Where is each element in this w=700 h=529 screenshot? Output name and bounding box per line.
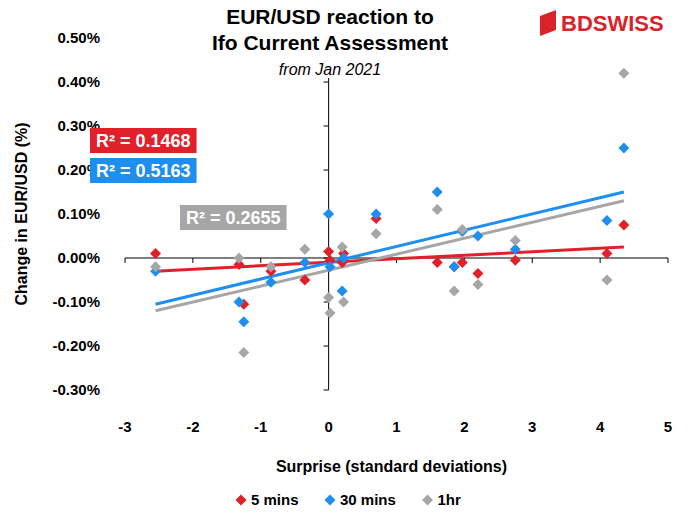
point	[601, 275, 612, 286]
point	[324, 261, 335, 272]
point	[472, 268, 483, 279]
point	[371, 228, 382, 239]
point	[265, 277, 276, 288]
y-tick	[324, 170, 329, 171]
point	[150, 248, 161, 259]
y-tick	[324, 126, 329, 127]
x-tick	[668, 258, 669, 263]
y-tick	[324, 82, 329, 83]
point	[238, 316, 249, 327]
title: Ifo Current Assessment	[212, 31, 448, 54]
y-tick-label: -0.30%	[52, 381, 100, 398]
y-tick-label: -0.10%	[52, 293, 100, 310]
r-squared-box	[90, 158, 197, 183]
x-tick	[532, 258, 533, 263]
point	[432, 187, 443, 198]
chart: -0.30%-0.20%-0.10%0.00%0.10%0.20%0.30%0.…	[0, 0, 700, 529]
point	[265, 261, 276, 272]
x-tick-label: 4	[596, 418, 605, 435]
background	[0, 0, 700, 529]
legend-marker	[325, 495, 336, 506]
x-tick-label: -2	[186, 418, 199, 435]
point	[510, 235, 521, 246]
point	[299, 244, 310, 255]
point	[601, 215, 612, 226]
point	[238, 347, 249, 358]
point	[324, 308, 335, 319]
point	[234, 253, 245, 264]
x-tick	[125, 258, 126, 263]
legend-label: 1hr	[438, 491, 462, 508]
point	[323, 292, 334, 303]
x-tick	[600, 258, 601, 263]
x-tick	[192, 258, 193, 263]
point	[234, 297, 245, 308]
x-tick-label: -3	[118, 418, 131, 435]
x-tick-label: 5	[664, 418, 672, 435]
legend-marker	[236, 495, 247, 506]
point	[472, 231, 483, 242]
trendline	[156, 247, 624, 271]
r-squared-label: R² = 0.1468	[96, 131, 191, 151]
y-axis-title: Change in EUR/USD (%)	[13, 122, 30, 305]
point	[449, 261, 460, 272]
logo: BDSWISS	[561, 11, 664, 36]
y-tick	[324, 346, 329, 347]
point	[337, 286, 348, 297]
point	[618, 143, 629, 154]
point	[432, 257, 443, 268]
point	[432, 204, 443, 215]
point	[510, 255, 521, 266]
x-tick-label: 0	[324, 418, 332, 435]
point	[618, 220, 629, 231]
x-tick-label: -1	[254, 418, 267, 435]
x-tick	[260, 258, 261, 263]
point	[299, 257, 310, 268]
y-tick-label: 0.40%	[57, 73, 100, 90]
plot-data	[150, 68, 629, 358]
point	[150, 261, 161, 272]
x-tick-label: 1	[392, 418, 400, 435]
point	[338, 297, 349, 308]
y-tick	[324, 390, 329, 391]
title: EUR/USD reaction to	[226, 5, 434, 28]
legend: 5 mins 30 mins 1hr	[236, 491, 462, 508]
point	[299, 275, 310, 286]
y-tick-label: -0.20%	[52, 337, 100, 354]
legend-label: 5 mins	[251, 491, 299, 508]
r-squared-label: R² = 0.5163	[96, 161, 191, 181]
x-tick-label: 3	[528, 418, 536, 435]
trendline	[156, 192, 624, 304]
point	[323, 209, 334, 220]
y-tick-label: 0.00%	[57, 249, 100, 266]
point	[371, 209, 382, 220]
x-tick-label: 2	[460, 418, 468, 435]
r-squared-box	[180, 205, 287, 230]
point	[323, 246, 334, 257]
point	[457, 224, 468, 235]
x-axis-title: Surprise (standard deviations)	[276, 458, 507, 475]
trendline	[156, 201, 624, 311]
r-squared-box	[90, 128, 197, 153]
point	[449, 286, 460, 297]
logo-icon	[540, 10, 556, 36]
point	[472, 279, 483, 290]
legend-label: 30 mins	[340, 491, 396, 508]
legend-marker	[422, 495, 433, 506]
point	[337, 242, 348, 253]
point	[618, 68, 629, 79]
r-squared-label: R² = 0.2655	[186, 208, 281, 228]
subtitle: from Jan 2021	[279, 61, 381, 78]
y-tick-label: 0.50%	[57, 29, 100, 46]
point	[601, 248, 612, 259]
point	[338, 253, 349, 264]
y-tick-label: 0.10%	[57, 205, 100, 222]
